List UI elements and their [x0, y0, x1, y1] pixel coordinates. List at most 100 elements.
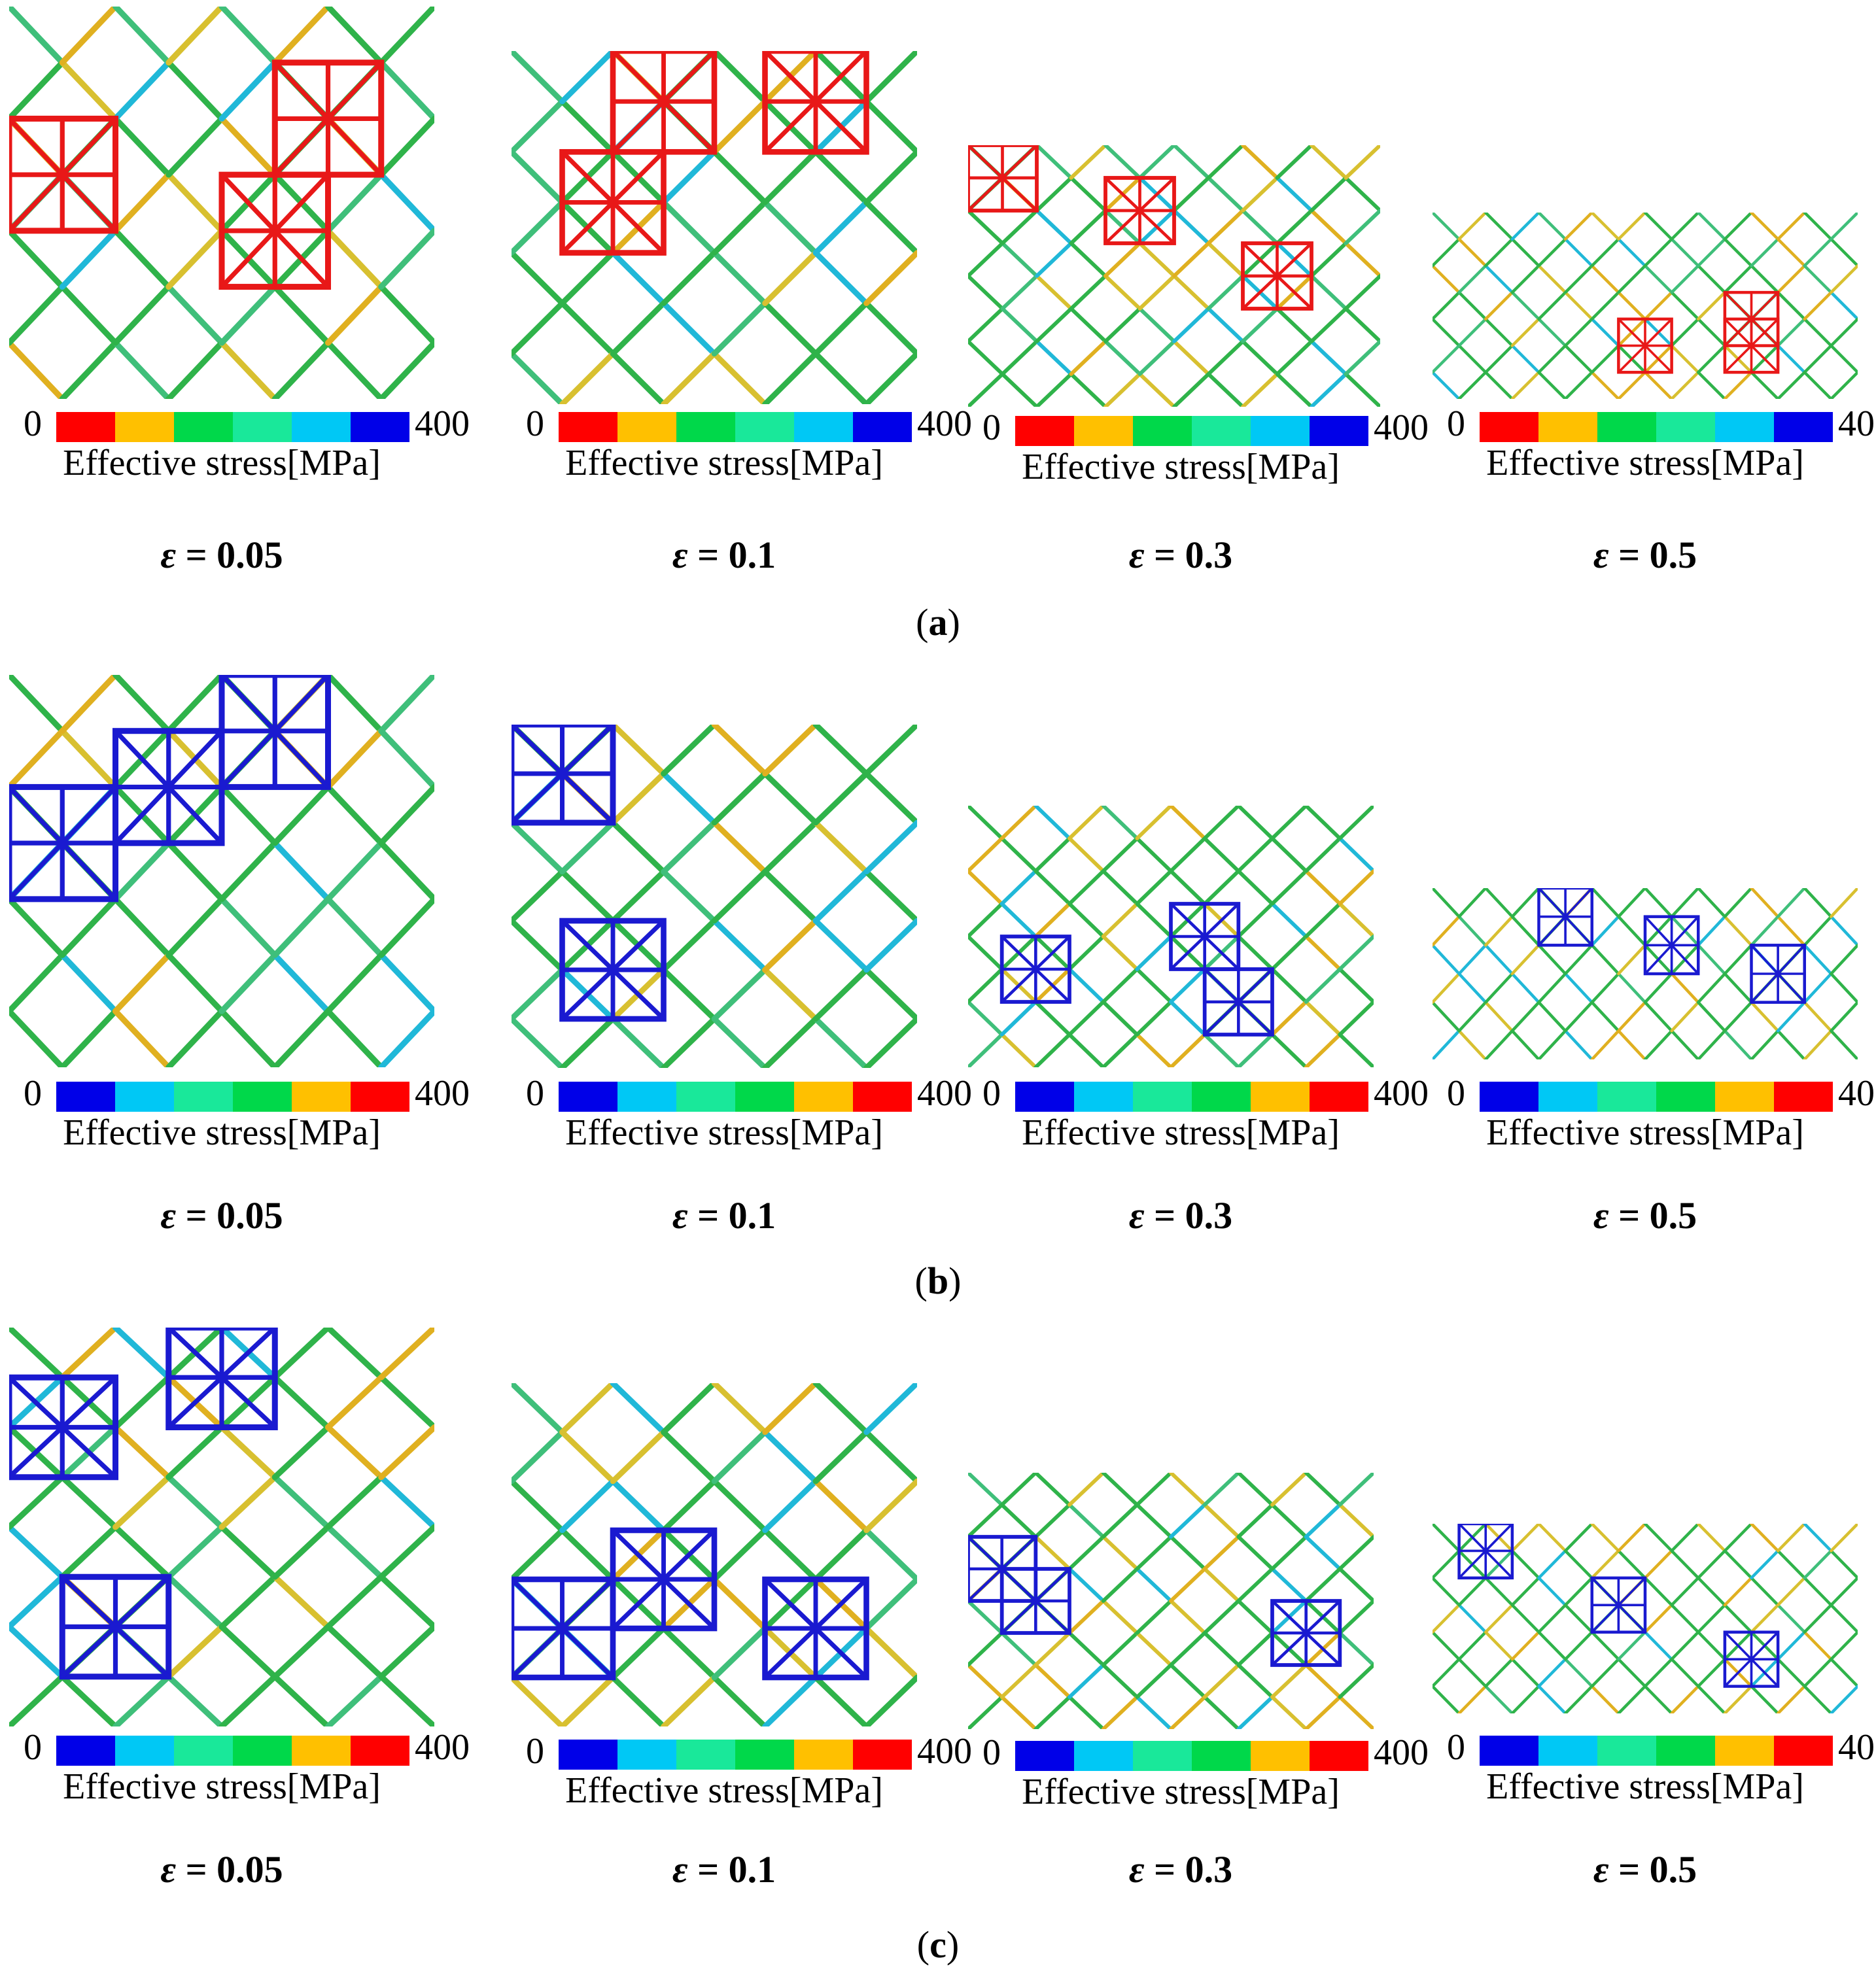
lattice-strut — [165, 840, 225, 902]
lattice-strut — [1035, 209, 1073, 245]
lattice-strut — [1338, 1695, 1374, 1729]
lattice-strut — [1035, 339, 1073, 376]
lattice-strut — [112, 896, 172, 959]
lattice-strut — [661, 1016, 718, 1068]
lattice-strut — [1304, 1567, 1342, 1603]
lattice-strut — [863, 770, 917, 826]
lattice-strut — [1776, 1524, 1807, 1553]
lattice-strut — [1344, 145, 1380, 180]
lattice-strut — [512, 1674, 565, 1726]
lattice-strut — [112, 228, 172, 290]
lattice-strut — [999, 1631, 1038, 1667]
lattice-strut — [112, 1674, 172, 1726]
lattice-strut — [1457, 1685, 1487, 1713]
lattice-strut — [661, 1429, 718, 1485]
lattice-strut — [1103, 241, 1142, 278]
lattice-strut — [1101, 1473, 1139, 1507]
lattice-strut — [59, 1474, 119, 1530]
strain-symbol: ε — [672, 534, 688, 576]
lattice-strut — [610, 770, 667, 826]
lattice-strut — [812, 1016, 869, 1068]
lattice-strut — [1643, 1630, 1673, 1661]
color-bar-segment — [1310, 416, 1368, 446]
legend-min: 0 — [24, 1073, 42, 1114]
lattice-strut — [1338, 1663, 1374, 1699]
strain-value: = 0.3 — [1144, 534, 1233, 576]
lattice-strut — [1670, 1549, 1700, 1580]
lattice-strut — [1068, 869, 1105, 906]
lattice-strut — [711, 1478, 768, 1534]
lattice-strut — [1270, 1535, 1308, 1571]
legend-min: 0 — [526, 1073, 544, 1114]
lattice-strut — [1169, 1663, 1207, 1699]
lattice-strut — [378, 284, 434, 346]
lattice-strut — [1776, 1576, 1807, 1607]
lattice-strut — [1202, 1599, 1241, 1635]
lattice-strut — [59, 952, 119, 1014]
lattice-strut — [1563, 1685, 1594, 1713]
lattice-strut — [378, 1524, 434, 1580]
reinforced-cell — [112, 728, 225, 846]
color-bar-segment — [853, 1082, 912, 1112]
caption-letter: a — [928, 601, 948, 644]
lattice-strut — [512, 199, 565, 256]
lattice-strut — [1617, 237, 1647, 267]
lattice-strut — [112, 1524, 172, 1580]
color-bar — [559, 1740, 912, 1770]
lattice-strut — [165, 896, 225, 959]
lattice-strut — [378, 840, 434, 902]
lattice-strut — [1643, 888, 1673, 918]
lattice-strut — [1484, 290, 1514, 321]
lattice-strut — [1803, 888, 1833, 918]
lattice-strut — [1537, 1604, 1567, 1634]
color-bar-segment — [735, 412, 794, 442]
color-bar-segment — [174, 412, 233, 442]
lattice-strut — [324, 1474, 385, 1530]
lattice-strut — [1433, 972, 1461, 1004]
legend-max: 400 — [1374, 1073, 1429, 1114]
lattice-strut — [1643, 213, 1673, 241]
lattice-strut — [610, 868, 667, 924]
lattice-strut — [1338, 902, 1374, 938]
lattice-model — [1433, 888, 1858, 1059]
reinforced-cell — [218, 171, 332, 290]
lattice-strut — [1643, 1549, 1673, 1580]
lattice-strut — [1670, 1604, 1700, 1634]
lattice-strut — [218, 1674, 278, 1726]
lattice-strut — [1670, 1029, 1700, 1059]
lattice-strut — [1670, 371, 1700, 399]
lattice-strut — [812, 1429, 869, 1485]
lattice-strut — [1750, 915, 1780, 947]
lattice-strut — [1169, 1033, 1207, 1067]
lattice-strut — [218, 1623, 278, 1680]
lattice-strut — [610, 1674, 667, 1726]
lattice-strut — [1590, 1657, 1620, 1688]
lattice-strut — [559, 351, 616, 404]
lattice-strut — [1457, 944, 1487, 976]
color-bar-segment — [1074, 1082, 1133, 1112]
lattice-strut — [1776, 915, 1807, 947]
panel-b-3: 0 400 Effective stress[MPa] ε = 0.3 — [968, 654, 1429, 1237]
reinforced-cell — [1643, 915, 1700, 976]
lattice-strut — [762, 725, 819, 777]
lattice-strut — [1433, 1001, 1461, 1033]
color-bar-segment — [1597, 1082, 1656, 1112]
lattice-strut — [271, 1474, 332, 1530]
lattice-strut — [218, 840, 278, 902]
color-bar-segment — [1656, 412, 1715, 442]
lattice-strut — [812, 1478, 869, 1534]
strain-value: = 0.5 — [1608, 1848, 1697, 1891]
figure-row-a: 0 400 Effective stress[MPa] ε = 0.05 0 4… — [0, 0, 1876, 654]
lattice-strut — [378, 1424, 434, 1481]
lattice-strut — [1803, 1657, 1833, 1688]
strain-label: ε = 0.3 — [968, 1847, 1393, 1891]
lattice-strut — [1135, 1567, 1173, 1603]
lattice-strut — [1457, 1630, 1487, 1661]
lattice-strut — [1670, 213, 1700, 241]
color-bar-segment — [115, 412, 174, 442]
lattice-strut — [1643, 371, 1673, 399]
lattice-strut — [1803, 1685, 1833, 1713]
lattice-strut — [112, 675, 172, 734]
lattice-strut — [1000, 241, 1039, 278]
color-bar-segment — [1074, 416, 1133, 446]
